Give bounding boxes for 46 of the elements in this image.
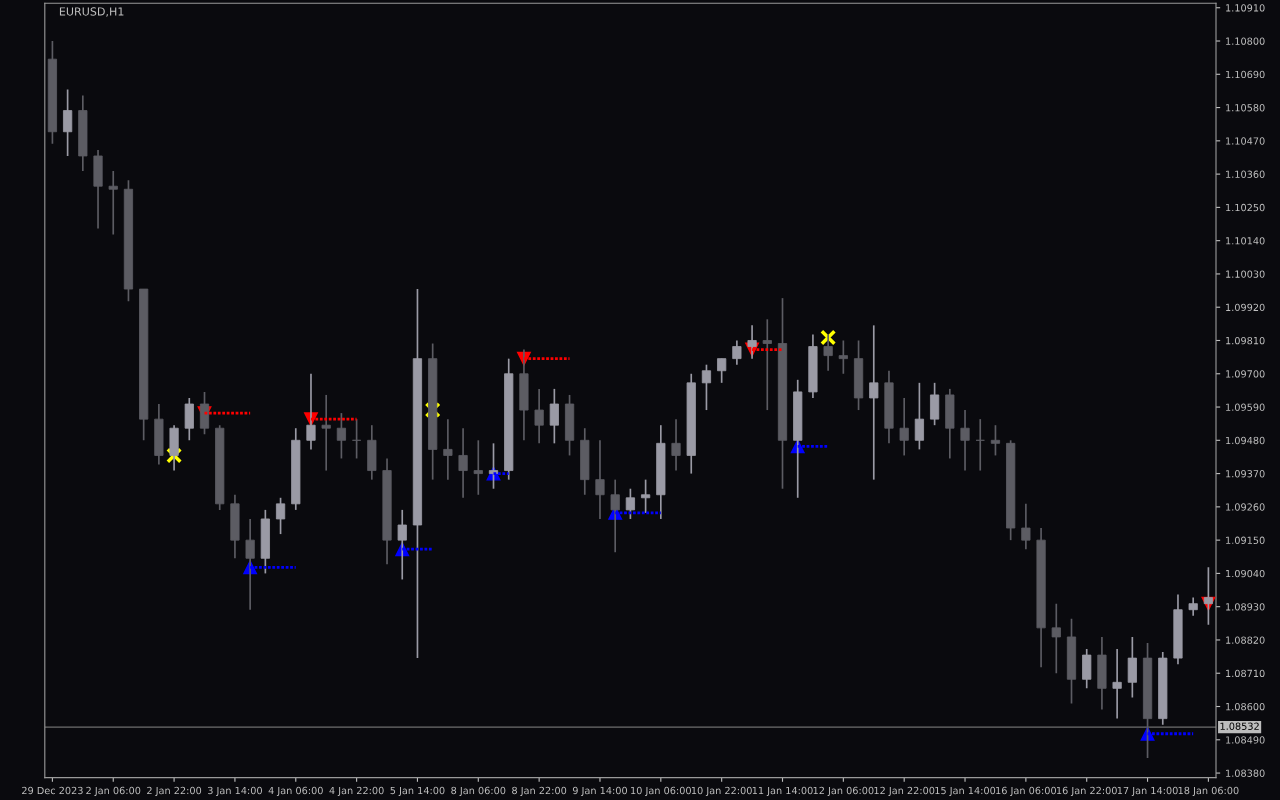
ref-line-label: 1.08532	[1220, 722, 1259, 730]
x-tick-label: 12 Jan 06:00	[813, 786, 874, 796]
y-tick-label: 1.08490	[1226, 736, 1265, 744]
x-tick-label: 5 Jan 14:00	[390, 786, 445, 796]
y-tick-label: 1.08930	[1226, 603, 1265, 611]
y-tick-label: 1.10910	[1226, 4, 1265, 12]
x-tick-label: 2 Jan 06:00	[86, 786, 141, 796]
y-tick-label: 1.10250	[1226, 203, 1265, 212]
chart-title: EURUSD,H1	[59, 7, 124, 17]
x-tick-label: 16 Jan 06:00	[996, 786, 1056, 796]
x-tick-label: 18 Jan 06:00	[1178, 786, 1239, 796]
y-tick-label: 1.08600	[1226, 702, 1265, 711]
x-tick-label: 10 Jan 22:00	[691, 786, 752, 796]
y-tick-label: 1.09040	[1226, 569, 1265, 578]
y-tick-label: 1.10690	[1226, 70, 1265, 79]
y-tick-label: 1.09260	[1226, 503, 1265, 511]
y-tick-label: 1.09590	[1226, 403, 1265, 411]
x-tick-label: 4 Jan 22:00	[329, 786, 384, 796]
y-tick-label: 1.10140	[1226, 237, 1265, 245]
y-tick-label: 1.09700	[1226, 370, 1265, 378]
y-tick-label: 1.10030	[1226, 270, 1265, 278]
y-tick-label: 1.09920	[1226, 303, 1265, 312]
x-tick-label: 4 Jan 06:00	[268, 786, 323, 796]
y-tick-label: 1.08820	[1226, 636, 1265, 644]
y-tick-label: 1.08380	[1226, 769, 1265, 777]
y-tick-label: 1.09480	[1226, 436, 1265, 445]
x-tick-label: 10 Jan 06:00	[631, 786, 691, 796]
y-tick-label: 1.09150	[1226, 536, 1265, 544]
x-tick-label: 12 Jan 22:00	[874, 786, 935, 796]
y-tick-label: 1.09370	[1226, 470, 1265, 478]
x-tick-label: 9 Jan 14:00	[572, 786, 628, 796]
y-tick-label: 1.10800	[1226, 37, 1265, 45]
x-tick-label: 11 Jan 14:00	[752, 786, 813, 796]
x-tick-label: 3 Jan 14:00	[207, 786, 262, 796]
x-tick-label: 2 Jan 22:00	[147, 786, 202, 796]
x-tick-label: 15 Jan 14:00	[935, 786, 996, 796]
y-tick-label: 1.10580	[1226, 104, 1265, 112]
x-tick-label: 16 Jan 22:00	[1057, 786, 1117, 796]
y-tick-label: 1.09810	[1226, 336, 1265, 345]
x-tick-label: 29 Dec 2023	[22, 786, 83, 795]
x-tick-label: 17 Jan 14:00	[1117, 786, 1178, 796]
y-tick-label: 1.10470	[1226, 137, 1265, 145]
x-tick-label: 8 Jan 22:00	[512, 786, 567, 796]
x-tick-label: 8 Jan 06:00	[451, 786, 506, 796]
y-tick-label: 1.10360	[1226, 170, 1265, 178]
y-tick-label: 1.08710	[1226, 669, 1265, 678]
